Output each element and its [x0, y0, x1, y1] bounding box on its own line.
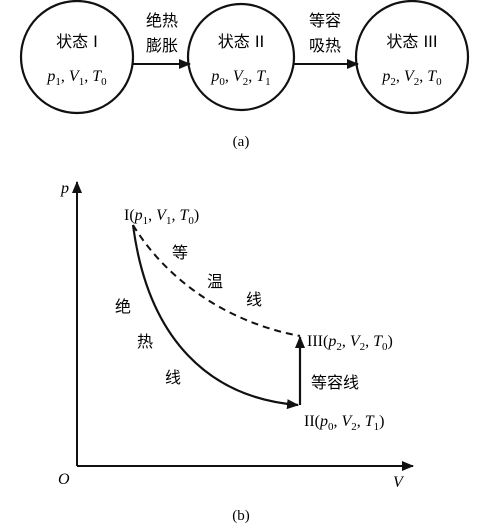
transition-I-II-line1: 绝热 — [146, 11, 178, 30]
transition-II-III-line1: 等容 — [309, 11, 341, 30]
state-II-params: p0, V2, T1 — [210, 68, 270, 88]
state-II-name: 状态 II — [218, 32, 265, 51]
point-I-label: I(p1, V1, T0) — [124, 207, 199, 227]
adiabat-char-3: 线 — [165, 368, 181, 387]
process-flow-diagram: 状态 I p1, V1, T0 绝热 膨胀 状态 II p0, V2, T1 等… — [19, 0, 470, 150]
state-node-I: 状态 I p1, V1, T0 — [19, 0, 135, 115]
adiabat-char-1: 绝 — [115, 297, 131, 316]
transition-II-III-line2: 吸热 — [309, 36, 341, 55]
state-III-name: 状态 III — [386, 32, 437, 51]
adiabat-char-2: 热 — [137, 332, 153, 351]
pv-diagram: p V O 等 温 线 绝 热 线 等容线 I(p1, V1, T0) III(… — [58, 180, 414, 524]
isochoric-label: 等容线 — [311, 373, 359, 392]
x-axis-label: V — [393, 474, 405, 491]
point-III-label: III(p2, V2, T0) — [307, 333, 393, 353]
caption-b: (b) — [232, 508, 250, 524]
state-node-II: 状态 II p0, V2, T1 — [186, 2, 296, 112]
point-II-label: II(p0, V2, T1) — [304, 413, 385, 433]
isotherm-char-1: 等 — [172, 243, 188, 262]
caption-a: (a) — [233, 134, 250, 150]
adiabat-curve — [131, 224, 299, 410]
transition-arrow-II-III: 等容 吸热 — [294, 11, 359, 69]
state-III-params: p2, V2, T0 — [381, 68, 442, 88]
state-I-name: 状态 I — [56, 32, 98, 51]
transition-arrow-I-II: 绝热 膨胀 — [133, 11, 191, 69]
isotherm-char-2: 温 — [207, 272, 223, 291]
pv-axes: p V O — [58, 180, 414, 491]
isotherm-curve — [132, 224, 301, 337]
y-axis-label: p — [60, 180, 69, 197]
state-node-III: 状态 III p2, V2, T0 — [354, 0, 470, 115]
state-I-params: p1, V1, T0 — [46, 68, 107, 88]
transition-I-II-line2: 膨胀 — [146, 36, 178, 55]
origin-label: O — [58, 471, 70, 488]
isotherm-char-3: 线 — [246, 290, 262, 309]
